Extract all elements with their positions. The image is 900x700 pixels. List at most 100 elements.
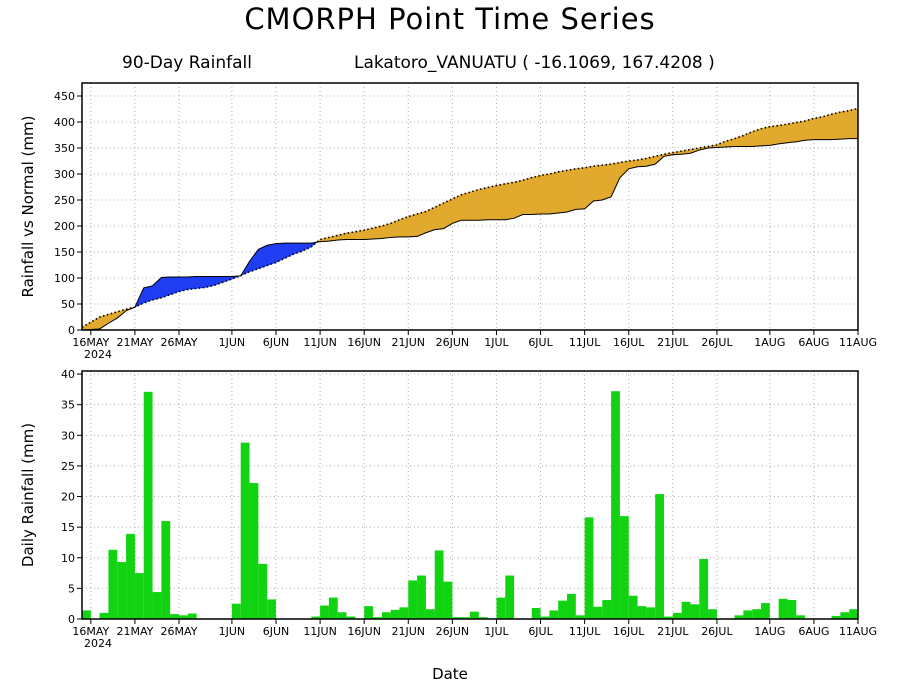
daily-bar-67 bbox=[672, 612, 682, 619]
cumulative-normal-line bbox=[81, 107, 859, 329]
daily-bar-64 bbox=[646, 607, 656, 619]
cumulative-ytick-label-0: 0 bbox=[68, 324, 75, 337]
daily-bar-87 bbox=[849, 609, 858, 619]
cumulative-ytick-label-7: 350 bbox=[54, 142, 75, 155]
cumulative-diff-area-54-0 bbox=[557, 170, 568, 214]
cumulative-diff-area-38-0 bbox=[416, 211, 427, 237]
daily-bar-19 bbox=[249, 483, 259, 619]
daily-ytick-label-6: 30 bbox=[61, 429, 75, 442]
daily-bar-63 bbox=[637, 606, 647, 619]
daily-bar-0 bbox=[82, 610, 91, 619]
daily-bar-44 bbox=[470, 611, 479, 619]
daily-bar-8 bbox=[152, 592, 162, 619]
cumulative-xtick-label-6: 16JUN bbox=[347, 336, 381, 349]
cumulative-diff-area-2-0 bbox=[99, 313, 109, 330]
cumulative-xtick-year-label: 2024 bbox=[84, 348, 112, 361]
daily-xtick-label-13: 21JUL bbox=[657, 625, 689, 638]
daily-bar-30 bbox=[346, 616, 356, 619]
daily-xtick-label-17: 11AUG bbox=[839, 625, 877, 638]
daily-bar-34 bbox=[381, 612, 391, 619]
cumulative-diff-area-7-0 bbox=[143, 285, 153, 304]
cumulative-diff-area-47-0 bbox=[496, 183, 506, 221]
cumulative-diff-area-49-0 bbox=[513, 179, 524, 219]
daily-xtick-label-11: 11JUL bbox=[569, 625, 601, 638]
daily-xtick-label-8: 26JUN bbox=[436, 625, 470, 638]
daily-bar-42 bbox=[452, 617, 462, 619]
cumulative-actual-line bbox=[81, 138, 858, 331]
daily-ytick-label-8: 40 bbox=[61, 368, 75, 381]
daily-bar-57 bbox=[584, 517, 594, 619]
daily-xtick-label-7: 21JUN bbox=[392, 625, 426, 638]
daily-xtick-label-6: 16JUN bbox=[347, 625, 381, 638]
daily-bar-12 bbox=[187, 613, 197, 619]
cumulative-xtick-label-13: 21JUL bbox=[657, 336, 689, 349]
daily-bar-54 bbox=[558, 600, 567, 619]
daily-bar-41 bbox=[443, 581, 453, 619]
cumulative-diff-area-78-0 bbox=[769, 125, 779, 146]
daily-bar-70 bbox=[699, 558, 709, 619]
cumulative-diff-area-87-0 bbox=[848, 108, 859, 139]
cumulative-diff-area-33-0 bbox=[372, 225, 383, 240]
cumulative-diff-area-85-0 bbox=[831, 111, 841, 140]
cumulative-diff-area-58-0 bbox=[593, 164, 603, 202]
cumulative-diff-area-51-0 bbox=[531, 175, 541, 215]
daily-bar-2 bbox=[99, 612, 109, 619]
daily-bar-10 bbox=[170, 614, 179, 619]
daily-ytick-label-2: 10 bbox=[61, 552, 75, 565]
daily-bar-27 bbox=[320, 605, 329, 619]
cumulative-diff-area-53-0 bbox=[549, 171, 559, 215]
chart-title: CMORPH Point Time Series bbox=[244, 2, 656, 36]
daily-ytick-label-5: 25 bbox=[61, 460, 75, 473]
cumulative-diff-area-22-0 bbox=[275, 242, 286, 263]
cumulative-ytick-label-5: 250 bbox=[54, 194, 75, 207]
daily-xtick-label-0: 16MAY bbox=[72, 625, 109, 638]
daily-bar-47 bbox=[496, 597, 506, 619]
cumulative-ytick-label-1: 50 bbox=[61, 298, 75, 311]
cumulative-xtick-label-7: 21JUN bbox=[392, 336, 426, 349]
cumulative-diff-area-77-0 bbox=[760, 126, 771, 147]
daily-ytick-label-3: 15 bbox=[61, 521, 75, 534]
cumulative-diff-area-3-0 bbox=[108, 311, 118, 324]
cumulative-xtick-label-10: 6JUL bbox=[528, 336, 553, 349]
cumulative-diff-area-13-0 bbox=[196, 276, 206, 289]
cumulative-diff-area-81-0 bbox=[795, 120, 806, 143]
cumulative-ytick-label-6: 300 bbox=[54, 168, 75, 181]
cumulative-diff-area-52-0 bbox=[540, 173, 550, 215]
daily-ytick-label-7: 35 bbox=[61, 399, 75, 412]
cumulative-xtick-label-8: 26JUN bbox=[436, 336, 470, 349]
cumulative-xtick-label-11: 11JUL bbox=[569, 336, 601, 349]
cumulative-diff-area-46-0 bbox=[487, 185, 497, 221]
daily-frame bbox=[81, 370, 859, 620]
daily-bar-58 bbox=[593, 606, 603, 619]
daily-bar-21 bbox=[267, 599, 276, 619]
daily-bar-66 bbox=[664, 616, 673, 619]
cumulative-diff-area-86-0 bbox=[840, 110, 850, 140]
daily-bar-56 bbox=[575, 615, 585, 619]
cumulative-diff-area-82-0 bbox=[804, 117, 815, 141]
daily-bar-40 bbox=[434, 550, 444, 619]
cumulative-diff-area-43-0 bbox=[460, 191, 471, 221]
cumulative-xtick-label-3: 1JUN bbox=[219, 336, 246, 349]
daily-bar-69 bbox=[690, 604, 700, 619]
cumulative-diff-area-42-0 bbox=[452, 194, 462, 224]
daily-bar-5 bbox=[126, 533, 135, 619]
daily-bar-38 bbox=[417, 575, 426, 619]
daily-bar-3 bbox=[108, 549, 118, 619]
daily-bar-81 bbox=[796, 615, 806, 619]
cumulative-y-axis-label: Rainfall vs Normal (mm) bbox=[19, 116, 37, 298]
daily-bar-74 bbox=[734, 615, 744, 619]
cumulative-xtick-label-2: 26MAY bbox=[161, 336, 198, 349]
cumulative-xtick-label-16: 6AUG bbox=[798, 336, 829, 349]
daily-bar-55 bbox=[567, 593, 576, 619]
cumulative-diff-area-75-0 bbox=[743, 131, 753, 147]
daily-bar-71 bbox=[708, 609, 717, 619]
cumulative-diff-area-8-0 bbox=[152, 276, 162, 301]
cumulative-ytick-label-9: 450 bbox=[54, 90, 75, 103]
cumulative-ytick-label-4: 200 bbox=[54, 220, 75, 233]
cumulative-frame bbox=[81, 82, 859, 331]
daily-xtick-label-12: 16JUL bbox=[613, 625, 645, 638]
cumulative-diff-area-48-0 bbox=[504, 181, 515, 221]
daily-bar-53 bbox=[549, 610, 559, 619]
